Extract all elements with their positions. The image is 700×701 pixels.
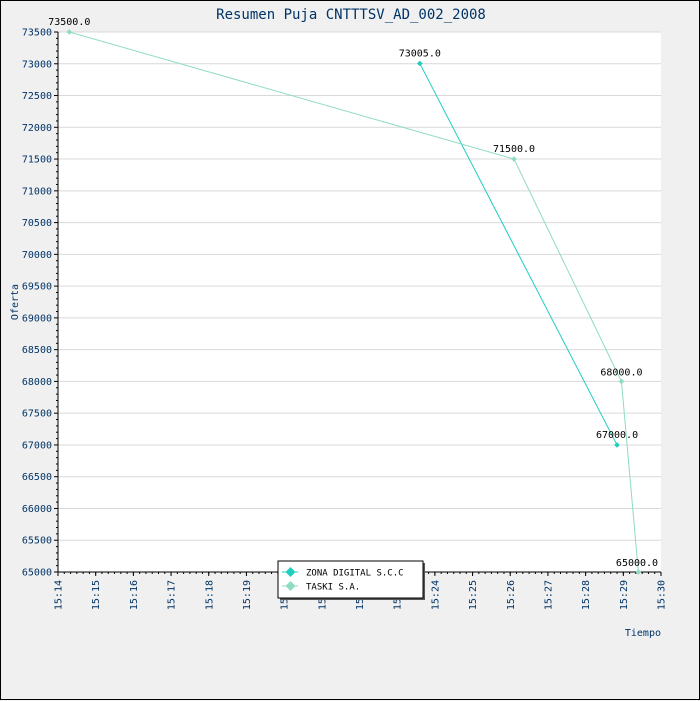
legend-marker bbox=[285, 581, 296, 591]
x-tick-label: 15:26 bbox=[506, 580, 517, 610]
data-label: 73500.0 bbox=[48, 17, 90, 28]
y-tick-label: 71000 bbox=[22, 186, 52, 197]
series-line-1 bbox=[69, 31, 639, 573]
y-tick-label: 67500 bbox=[22, 409, 52, 420]
y-tick-label: 70000 bbox=[22, 250, 52, 261]
y-tick-label: 65500 bbox=[22, 536, 52, 547]
x-tick-label: 15:30 bbox=[657, 580, 668, 610]
x-tick-label: 15:15 bbox=[91, 580, 102, 610]
x-tick-label: 15:17 bbox=[167, 580, 178, 610]
data-label: 68000.0 bbox=[600, 367, 642, 378]
y-tick-label: 65000 bbox=[22, 568, 52, 579]
data-point bbox=[618, 378, 625, 385]
data-point bbox=[511, 156, 517, 162]
x-axis-label: Tiempo bbox=[625, 628, 661, 639]
y-tick-label: 68500 bbox=[22, 345, 52, 356]
y-tick-label: 71500 bbox=[22, 155, 52, 166]
y-tick-label: 66000 bbox=[22, 504, 52, 515]
y-tick-label: 67000 bbox=[22, 440, 52, 451]
legend-marker bbox=[285, 567, 296, 577]
x-tick-label: 15:19 bbox=[242, 580, 253, 610]
data-labels: 73005.0 67000.0 73500.0 71500.0 68000.0 65000… bbox=[48, 17, 658, 569]
x-tick-label: 15:18 bbox=[204, 580, 215, 610]
y-ticks: 65000 65500 66000 66500 67000 67500 68000 68500… bbox=[22, 28, 58, 579]
y-axis-label: Oferta bbox=[10, 284, 21, 320]
data-label: 71500.0 bbox=[493, 144, 535, 155]
y-tick-label: 72500 bbox=[22, 91, 52, 102]
series-line-0 bbox=[419, 63, 618, 446]
x-tick-label: 15:29 bbox=[619, 580, 630, 610]
x-tick-label: 15:24 bbox=[430, 580, 441, 610]
y-tick-label: 66500 bbox=[22, 472, 52, 483]
x-tick-label: 15:25 bbox=[468, 580, 479, 610]
y-tick-label: 68000 bbox=[22, 377, 52, 388]
chart-title: Resumen Puja CNTTTSV_AD_002_2008 bbox=[216, 7, 486, 23]
legend-entry: TASKI S.A. bbox=[306, 583, 360, 593]
x-tick-label: 15:28 bbox=[581, 580, 592, 610]
data-label: 65000.0 bbox=[616, 558, 658, 569]
y-tick-label: 70500 bbox=[22, 218, 52, 229]
y-tick-label: 69500 bbox=[22, 282, 52, 293]
x-tick-label: 15:14 bbox=[54, 580, 65, 610]
data-point bbox=[635, 569, 642, 575]
data-label: 73005.0 bbox=[399, 48, 441, 59]
series-layer bbox=[66, 29, 642, 575]
legend: ZONA DIGITAL S.C.C TASKI S.A. bbox=[277, 560, 425, 600]
grid-lines bbox=[58, 31, 661, 573]
x-tick-label: 15:16 bbox=[129, 580, 140, 610]
legend-entry: ZONA DIGITAL S.C.C bbox=[306, 569, 404, 579]
y-tick-label: 73500 bbox=[22, 28, 52, 39]
plot-area bbox=[58, 32, 661, 572]
data-label: 67000.0 bbox=[596, 430, 638, 441]
y-tick-label: 73000 bbox=[22, 59, 52, 70]
data-point bbox=[614, 442, 620, 448]
legend-box bbox=[277, 560, 424, 599]
y-tick-label: 72000 bbox=[22, 123, 52, 134]
x-tick-label: 15:27 bbox=[543, 580, 554, 610]
y-tick-label: 69000 bbox=[22, 313, 52, 324]
